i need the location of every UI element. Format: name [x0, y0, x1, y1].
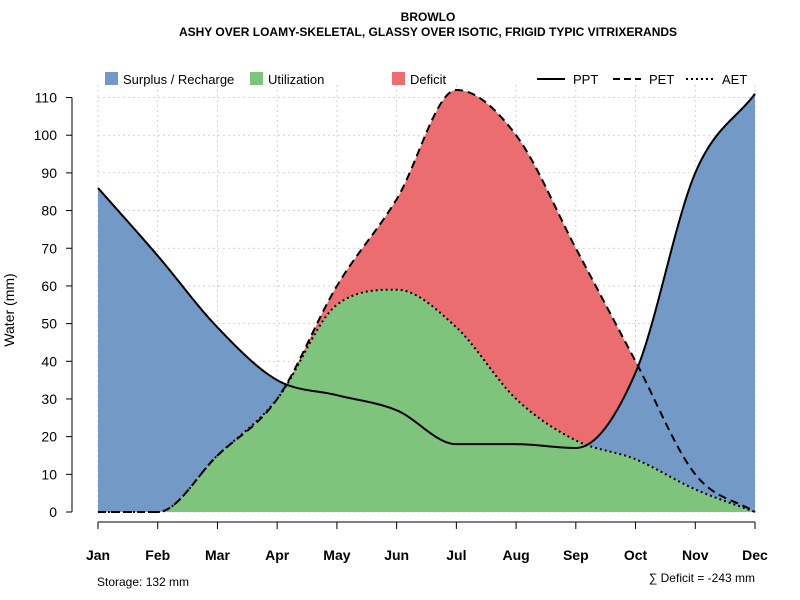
x-tick-label: Jan [86, 547, 110, 563]
y-tick-label: 40 [41, 353, 57, 369]
y-tick-label: 30 [41, 391, 57, 407]
chart-legend: Surplus / Recharge Utilization Deficit PPT P… [105, 72, 747, 87]
legend-swatch [105, 72, 118, 85]
legend-swatch [392, 72, 405, 85]
utilization-area [98, 289, 755, 512]
legend-label: Utilization [268, 72, 324, 87]
storage-annotation: Storage: 132 mm [97, 575, 189, 589]
x-tick-label: Mar [205, 547, 230, 563]
x-tick-label: Dec [742, 547, 768, 563]
y-axis-label: Water (mm) [1, 273, 17, 346]
x-tick-label: Aug [502, 547, 529, 563]
legend-swatch [250, 72, 263, 85]
x-tick-label: Sep [563, 547, 589, 563]
deficit-area [98, 90, 755, 445]
x-tick-label: Nov [682, 547, 709, 563]
legend-label: PET [649, 72, 674, 87]
area-fills [98, 90, 755, 513]
y-tick-label: 90 [41, 165, 57, 181]
y-tick-label: 10 [41, 466, 57, 482]
ppt-line [97, 93, 756, 449]
x-tick-label: Oct [624, 547, 648, 563]
legend-label: AET [722, 72, 747, 87]
x-tick-label: Jul [446, 547, 466, 563]
surplus-recharge-area [98, 93, 755, 513]
y-tick-label: 110 [35, 90, 58, 106]
chart-title: BROWLO [401, 10, 456, 24]
x-tick-label: Apr [265, 547, 290, 563]
legend-label: PPT [573, 72, 598, 87]
x-tick-label: May [323, 547, 350, 563]
y-tick-label: 60 [41, 278, 57, 294]
pet-line [98, 88, 756, 513]
x-tick-label: Feb [145, 547, 170, 563]
series-lines [97, 88, 756, 513]
legend-label: Deficit [410, 72, 447, 87]
legend-label: Surplus / Recharge [123, 72, 234, 87]
x-tick-label: Jun [384, 547, 409, 563]
y-tick-label: 20 [41, 429, 57, 445]
y-tick-label: 50 [41, 316, 57, 332]
y-tick-label: 70 [41, 240, 57, 256]
deficit-annotation: ∑ Deficit = -243 mm [649, 571, 755, 585]
y-tick-label: 100 [34, 127, 58, 143]
chart-subtitle: ASHY OVER LOAMY-SKELETAL, GLASSY OVER IS… [179, 25, 677, 39]
y-tick-label: 80 [41, 203, 57, 219]
axes: 0 10 20 30 40 50 60 70 80 90 100 110 Jan Feb Mar Apr May… [34, 90, 768, 563]
y-tick-label: 0 [49, 504, 57, 520]
